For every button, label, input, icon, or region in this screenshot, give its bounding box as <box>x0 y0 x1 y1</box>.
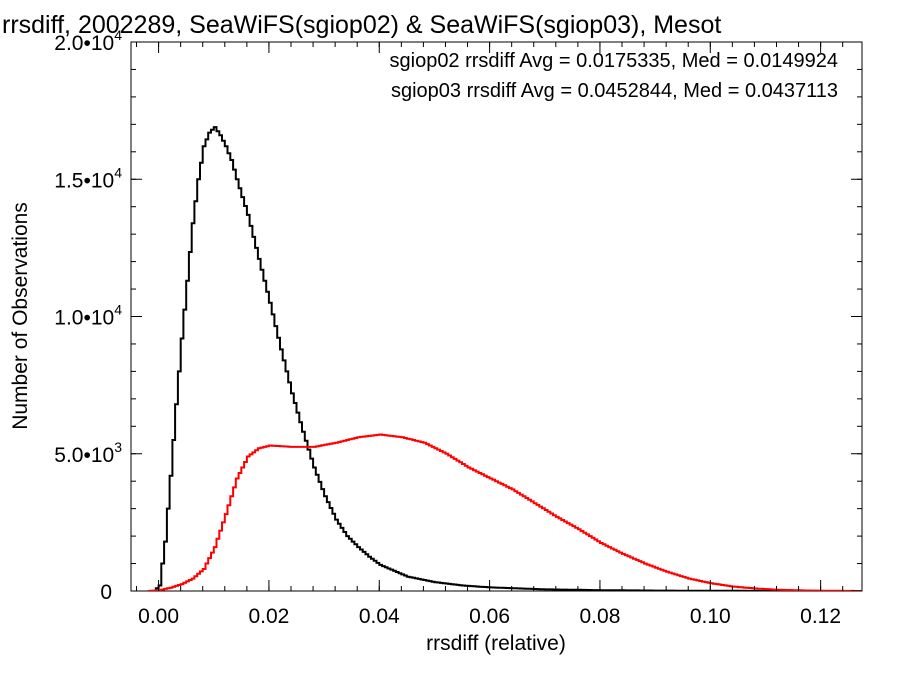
y-tick-label: 1.0•104 <box>54 302 122 330</box>
series-layer <box>147 126 862 591</box>
y-tick-mantissa: 0 <box>100 581 112 604</box>
series-line-0 <box>147 126 862 591</box>
x-axis-ticks: 0.00 0.02 0.04 0.06 0.08 0.10 0.12 <box>136 42 844 628</box>
y-tick-exponent: 3 <box>114 439 122 455</box>
y-tick-exponent: 4 <box>114 27 122 43</box>
x-tick-label: 0.00 <box>138 605 179 628</box>
x-tick-label: 0.10 <box>690 605 731 628</box>
y-tick-exponent: 4 <box>114 164 122 180</box>
legend: sgiop02 rrsdiff Avg = 0.0175335, Med = 0… <box>390 50 839 102</box>
legend-entry-sgiop03: sgiop03 rrsdiff Avg = 0.0452844, Med = 0… <box>391 80 838 102</box>
y-tick-label: 2.0•104 <box>54 27 122 55</box>
x-axis-label: rrsdiff (relative) <box>426 632 566 655</box>
chart-title: rrsdiff, 2002289, SeaWiFS(sgiop02) & Sea… <box>2 11 721 39</box>
y-tick-label: 1.5•104 <box>54 164 122 192</box>
y-tick-exponent: 4 <box>114 302 122 318</box>
x-tick-label: 0.02 <box>248 605 289 628</box>
x-tick-label: 0.06 <box>469 605 510 628</box>
x-tick-label: 0.04 <box>359 605 400 628</box>
y-tick-mantissa: 1.5•10 <box>54 169 114 192</box>
plot-frame <box>130 41 863 592</box>
y-tick-label: 0 <box>100 581 112 604</box>
y-tick-mantissa: 1.0•10 <box>54 307 114 330</box>
y-axis-label: Number of Observations <box>9 202 32 430</box>
series-line-1 <box>147 433 862 591</box>
y-tick-mantissa: 2.0•10 <box>54 32 114 55</box>
y-tick-mantissa: 5.0•10 <box>54 444 114 467</box>
legend-entry-sgiop02: sgiop02 rrsdiff Avg = 0.0175335, Med = 0… <box>390 50 839 72</box>
x-tick-label: 0.08 <box>580 605 621 628</box>
plot-area: 0.00 0.02 0.04 0.06 0.08 0.10 0.12 0 5.0•103 1.0… <box>54 27 863 628</box>
y-tick-label: 5.0•103 <box>54 439 122 467</box>
x-tick-label: 0.12 <box>800 605 841 628</box>
